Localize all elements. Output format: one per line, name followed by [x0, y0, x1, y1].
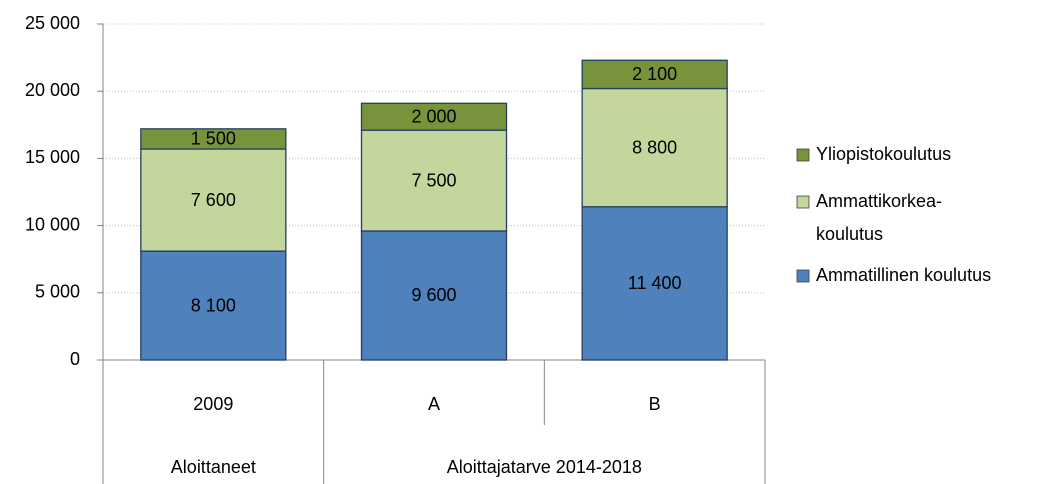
x-tick-label: B	[649, 394, 661, 414]
legend-label: Ammattikorkea-koulutus	[816, 191, 942, 244]
legend-label: Ammatillinen koulutus	[816, 265, 991, 285]
data-label: 9 600	[411, 285, 456, 305]
data-label: 1 500	[191, 129, 236, 149]
y-tick-label: 25 000	[25, 13, 80, 33]
bar-segment	[360, 102, 508, 131]
bar-segment	[581, 87, 728, 208]
data-label: 7 500	[411, 170, 456, 190]
x-tick-label: 2009	[193, 394, 233, 414]
y-tick-label: 0	[70, 349, 80, 369]
y-tick-label: 15 000	[25, 147, 80, 167]
y-tick-label: 20 000	[25, 80, 80, 100]
group-label: Aloittajatarve 2014-2018	[447, 457, 642, 477]
bar-segment	[581, 206, 728, 361]
y-tick-label: 5 000	[35, 282, 80, 302]
data-label: 7 600	[191, 190, 236, 210]
legend-swatch	[796, 195, 810, 209]
bar-segment	[140, 250, 287, 361]
bar-segment	[581, 59, 728, 90]
group-label: Aloittaneet	[171, 457, 256, 477]
data-label: 2 000	[411, 106, 456, 126]
data-label: 11 400	[628, 273, 682, 293]
y-tick-label: 10 000	[25, 214, 80, 234]
legend-label: Yliopistokoulutus	[816, 144, 951, 164]
data-label: 8 100	[191, 295, 236, 315]
data-label: 2 100	[632, 64, 677, 84]
legend-swatch	[796, 148, 810, 162]
x-tick-label: A	[428, 394, 440, 414]
legend-swatch	[796, 269, 810, 283]
bar-segment	[140, 148, 287, 252]
data-label: 8 800	[632, 137, 677, 157]
bar-segment	[140, 128, 287, 150]
